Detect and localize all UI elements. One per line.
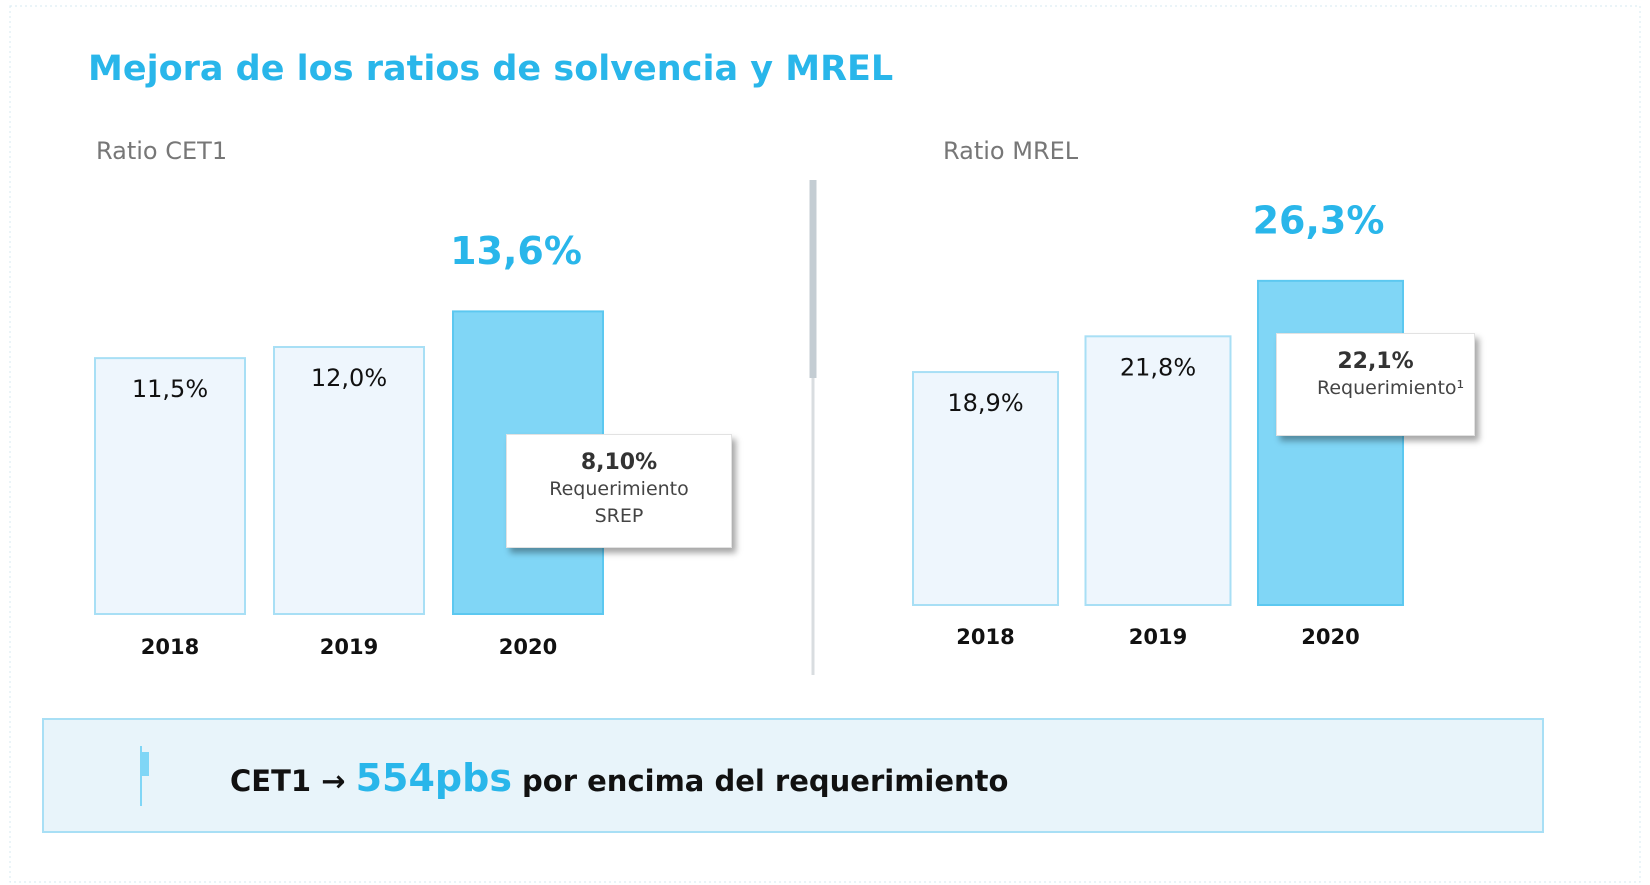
value-label: 13,6%: [450, 229, 582, 273]
footer-rest: por encima del requerimiento: [522, 764, 1009, 798]
bar: [1084, 335, 1232, 606]
footer-text: CET1 → 554pbs por encima del requerimien…: [230, 756, 1008, 800]
chart-title: Ratio CET1: [96, 137, 227, 165]
footer-box: CET1 → 554pbs por encima del requerimien…: [42, 718, 1544, 833]
requirement-value: 8,10%: [580, 449, 658, 475]
requirement-callout: 8,10% Requerimiento SREP: [506, 433, 732, 548]
value-label: 26,3%: [1253, 198, 1385, 242]
bar: [273, 346, 425, 615]
value-label: 18,9%: [947, 389, 1023, 417]
requirement-value: 22,1%: [1337, 348, 1414, 374]
footer-marker: [140, 746, 142, 806]
x-tick-label: 2019: [1129, 625, 1187, 649]
value-label: 12,0%: [311, 364, 387, 392]
value-label: 11,5%: [132, 375, 208, 403]
bar: [1257, 279, 1404, 606]
chart-title: Ratio MREL: [943, 137, 1079, 165]
x-tick-label: 2018: [956, 625, 1014, 649]
requirement-text: Requerimiento SREP: [549, 477, 689, 527]
slide-border: [9, 5, 1641, 883]
value-label: 21,8%: [1120, 353, 1196, 381]
footer-arrow: →: [321, 764, 346, 798]
footer-highlight: 554pbs: [355, 756, 512, 800]
footer-marker-tab: [142, 752, 149, 776]
requirement-callout: 22,1% Requerimiento¹: [1276, 332, 1475, 436]
x-tick-label: 2020: [1301, 625, 1359, 649]
footer-lead: CET1: [230, 764, 312, 798]
x-tick-label: 2019: [320, 635, 378, 659]
x-tick-label: 2018: [141, 635, 199, 659]
bar: [94, 357, 246, 615]
x-tick-label: 2020: [499, 635, 557, 659]
requirement-text: Requerimiento¹: [1317, 376, 1465, 399]
bar: [912, 371, 1059, 606]
slide-title: Mejora de los ratios de solvencia y MREL: [88, 49, 893, 89]
